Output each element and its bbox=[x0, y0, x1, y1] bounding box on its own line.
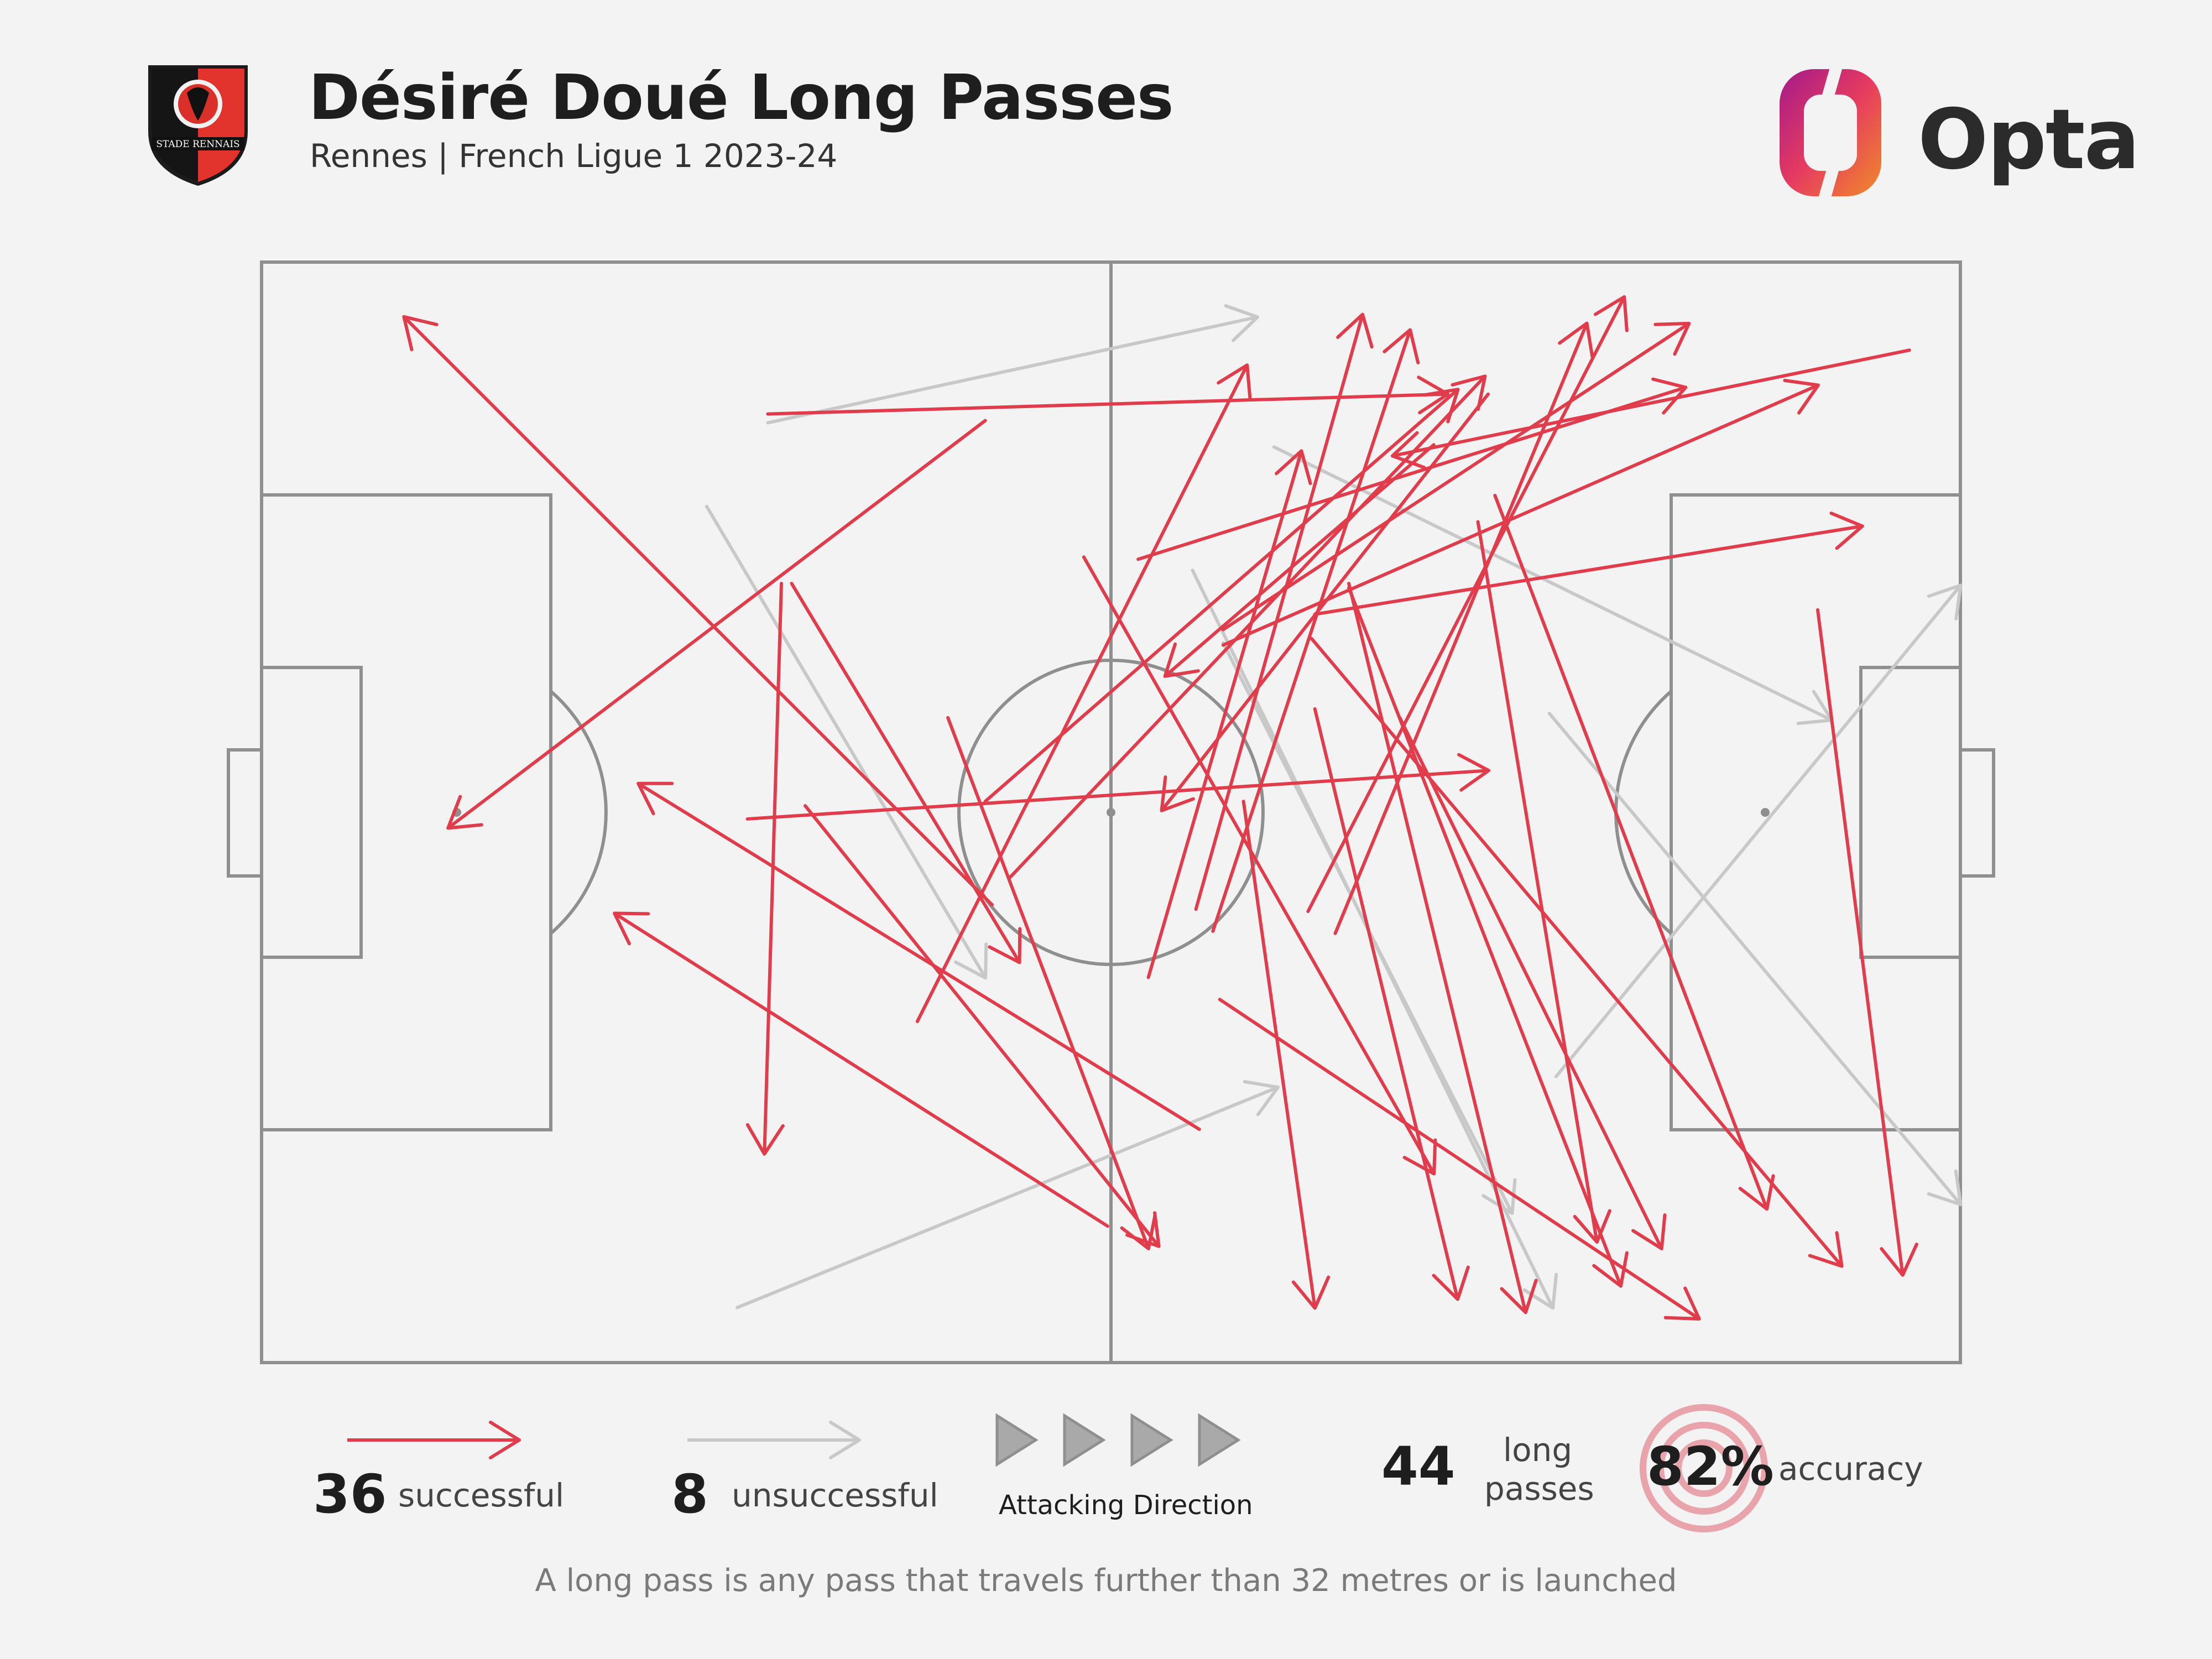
unsuccessful-pass-arrow-4 bbox=[1272, 445, 1834, 726]
footnote: A long pass is any pass that travels fur… bbox=[535, 1563, 1677, 1599]
unsuccessful-label: unsuccessful bbox=[732, 1477, 938, 1514]
right-penalty-area bbox=[1670, 493, 1962, 1131]
chart-subtitle: Rennes | French Ligue 1 2023-24 bbox=[310, 137, 838, 175]
legend-graphics bbox=[347, 1404, 1768, 1532]
accuracy-value: 82% bbox=[1647, 1436, 1774, 1498]
successful-pass-arrow-40 bbox=[1493, 493, 1775, 1211]
successful-pass-arrow-38 bbox=[1398, 716, 1667, 1250]
unsuccessful-pass-arrow-5 bbox=[735, 1080, 1280, 1310]
total-passes-count: 44 bbox=[1381, 1436, 1455, 1498]
right-penalty-arc bbox=[1614, 690, 1672, 935]
successful-pass-arrow-25 bbox=[1221, 321, 1691, 632]
brand-name: Opta bbox=[1918, 92, 2140, 188]
club-crest-logo: STADE RENNAIS bbox=[148, 65, 248, 186]
successful-pass-arrow-37 bbox=[1347, 586, 1629, 1288]
unsuccessful-pass-arrow-6 bbox=[1547, 711, 1963, 1207]
successful-label: successful bbox=[398, 1477, 565, 1514]
successful-pass-arrow-22 bbox=[1194, 312, 1374, 911]
successful-pass-arrow-21 bbox=[1146, 449, 1312, 979]
successful-pass-arrow-10 bbox=[402, 315, 994, 907]
attacking-direction-label: Attacking Direction bbox=[999, 1490, 1253, 1521]
centre-spot bbox=[1107, 808, 1115, 817]
successful-pass-arrow-39 bbox=[1476, 520, 1611, 1244]
left-six-yard-box bbox=[260, 666, 363, 959]
successful-pass-arrow-31 bbox=[1815, 608, 1918, 1277]
unsuccessful-passes bbox=[705, 304, 1963, 1310]
successful-pass-arrow-41 bbox=[1218, 998, 1701, 1321]
chart-title: Désiré Doué Long Passes bbox=[309, 62, 1174, 134]
left-penalty-area bbox=[260, 493, 552, 1131]
opta-logo-icon bbox=[1780, 64, 1881, 202]
unsuccessful-pass-arrow-1 bbox=[766, 304, 1260, 425]
successful-pass-arrow-42 bbox=[1082, 555, 1437, 1176]
successful-pass-arrow-26 bbox=[1313, 512, 1864, 616]
left-penalty-arc bbox=[550, 690, 608, 935]
total-passes-label-line1: long bbox=[1503, 1431, 1573, 1469]
successful-pass-arrow-23 bbox=[1211, 328, 1420, 933]
successful-pass-arrow-28 bbox=[1221, 378, 1820, 647]
right-six-yard-box bbox=[1859, 666, 1962, 959]
right-goal bbox=[1959, 748, 1995, 878]
unsuccessful-pass-arrow-2 bbox=[705, 504, 988, 980]
total-passes-label-line2: passes bbox=[1484, 1470, 1594, 1507]
successful-pass-arrow-9 bbox=[446, 419, 987, 830]
successful-pass-arrow-18 bbox=[915, 363, 1252, 1024]
successful-count: 36 bbox=[313, 1463, 387, 1525]
successful-pass-arrow-34 bbox=[1241, 800, 1331, 1310]
successful-pass-arrow-32 bbox=[1160, 392, 1490, 812]
successful-pass-arrow-11 bbox=[790, 582, 1022, 964]
pass-map bbox=[227, 260, 1995, 1364]
successful-pass-arrow-27 bbox=[1390, 348, 1911, 469]
successful-pass-arrow-15 bbox=[637, 781, 1201, 1131]
successful-pass-arrow-44 bbox=[946, 716, 1157, 1250]
successful-pass-arrow-17 bbox=[804, 804, 1161, 1248]
svg-text:STADE RENNAIS: STADE RENNAIS bbox=[156, 139, 239, 150]
successful-pass-arrow-14 bbox=[745, 753, 1490, 821]
successful-pass-arrow-29 bbox=[1306, 295, 1629, 914]
unsuccessful-count: 8 bbox=[671, 1463, 708, 1525]
successful-pass-arrow-35 bbox=[1310, 637, 1844, 1268]
unsuccessful-pass-arrow-7 bbox=[1554, 583, 1963, 1078]
successful-pass-arrow-33 bbox=[1163, 443, 1436, 678]
right-penalty-spot bbox=[1761, 808, 1770, 817]
successful-pass-arrow-16 bbox=[613, 911, 1109, 1228]
left-goal bbox=[227, 748, 263, 878]
accuracy-ring-icon bbox=[1640, 1404, 1768, 1532]
successful-passes bbox=[402, 295, 1918, 1321]
successful-pass-arrow-12 bbox=[745, 582, 785, 1156]
accuracy-label: accuracy bbox=[1778, 1450, 1923, 1488]
successful-pass-arrow-19 bbox=[983, 388, 1460, 804]
successful-pass-arrow-30 bbox=[1333, 321, 1594, 935]
attacking-direction-icon bbox=[995, 1413, 1241, 1467]
successful-pass-arrow-43 bbox=[1347, 582, 1538, 1314]
successful-pass-arrow-36 bbox=[1313, 707, 1470, 1301]
left-penalty-spot bbox=[452, 808, 461, 817]
successful-pass-arrow-13 bbox=[766, 375, 1450, 416]
centre-circle bbox=[957, 659, 1265, 966]
